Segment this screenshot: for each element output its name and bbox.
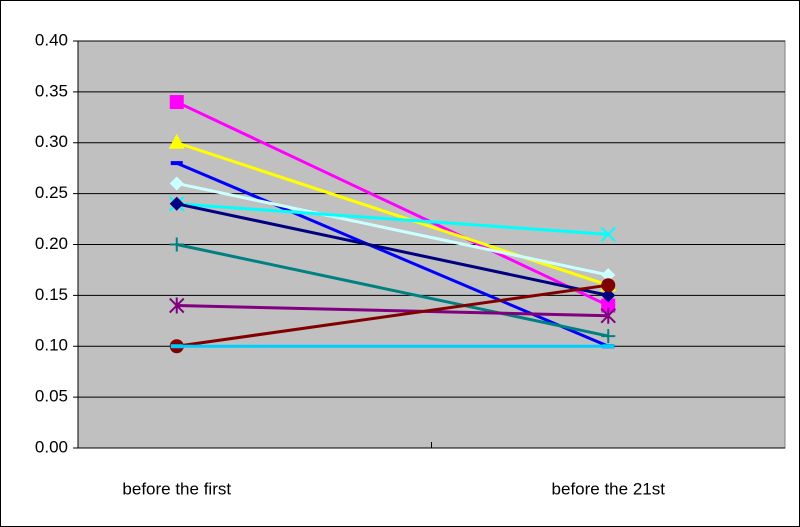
marker [600, 226, 616, 243]
marker [601, 329, 616, 344]
y-tick-label: 0.10 [35, 336, 68, 355]
y-tick-label: 0.35 [35, 81, 68, 100]
marker [601, 298, 616, 313]
series-line [176, 283, 609, 348]
marker [601, 268, 616, 283]
series-line [176, 141, 609, 287]
marker [169, 196, 184, 211]
y-tick-label: 0.25 [35, 183, 68, 202]
x-tick-label: before the 21st [552, 479, 666, 498]
marker [169, 95, 184, 110]
marker [169, 237, 184, 252]
series-line [176, 100, 609, 307]
x-tick-label: before the first [122, 479, 231, 498]
marker [600, 307, 616, 324]
series-line [176, 202, 609, 297]
y-tick-label: 0.30 [35, 132, 68, 151]
series-line [176, 181, 609, 277]
marker [169, 176, 184, 191]
y-tick-label: 0.20 [35, 234, 68, 253]
y-tick-label: 0.40 [35, 30, 68, 49]
marker [601, 288, 616, 303]
y-tick-label: 0.05 [35, 387, 68, 406]
y-tick-label: 0.15 [35, 285, 68, 304]
marker [168, 133, 185, 149]
series-line [176, 243, 609, 338]
series-line [176, 161, 609, 348]
marker [169, 297, 185, 314]
series-line [176, 304, 609, 318]
series-line [176, 202, 609, 236]
marker [601, 278, 616, 293]
y-tick-label: 0.00 [35, 437, 68, 456]
